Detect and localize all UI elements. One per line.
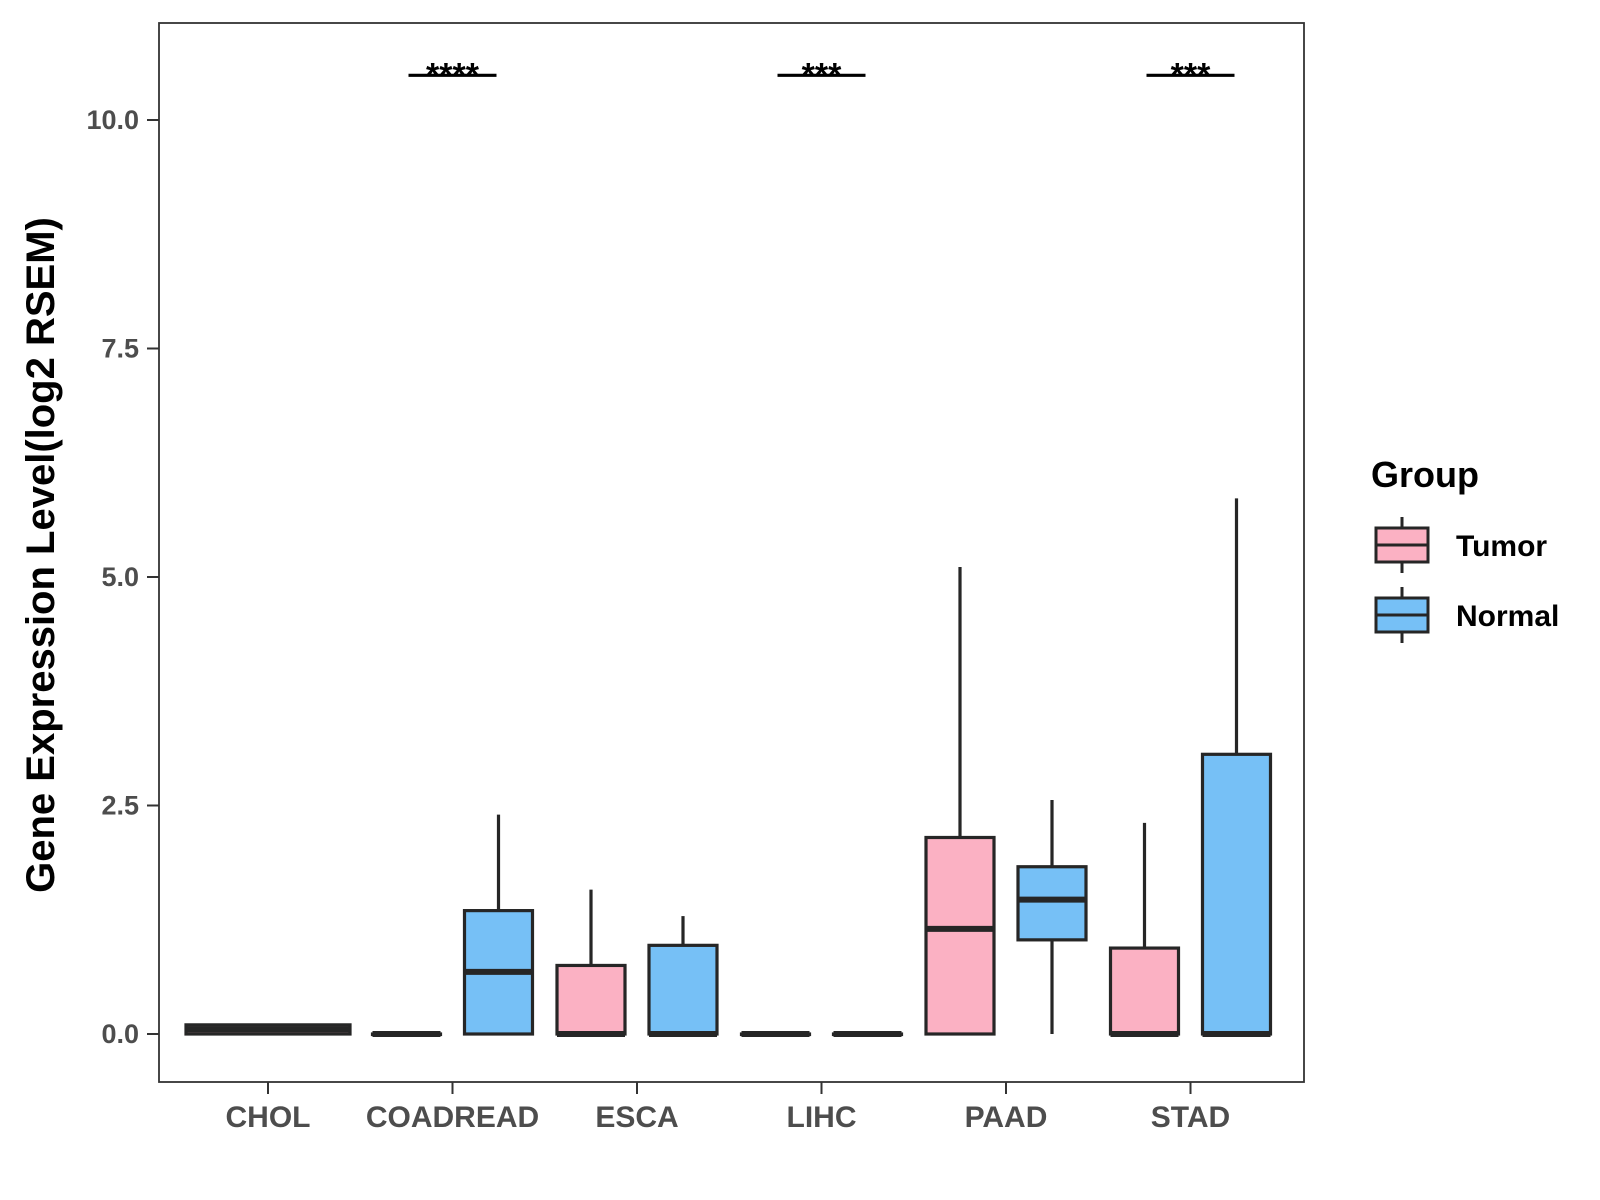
plot-panel-border: [158, 22, 1305, 1083]
box-paad-normal: [1016, 800, 1088, 1034]
box-chol-tumor: [184, 1023, 352, 1036]
box-stad-normal: [1200, 498, 1273, 1037]
box-esca-normal: [647, 916, 719, 1037]
box-body: [1200, 752, 1273, 1036]
y-tick-label: 10.0: [86, 105, 139, 135]
box-lihc-tumor: [739, 1031, 812, 1037]
box-body: [647, 943, 719, 1036]
significance-lihc: ***: [777, 56, 866, 94]
box-body: [1108, 946, 1181, 1036]
significance-label: ***: [802, 56, 842, 94]
significance-coadread: ****: [408, 56, 497, 94]
box-coadread-tumor: [370, 1031, 443, 1037]
y-tick-label: 5.0: [101, 562, 139, 592]
significance-layer: **** *** ***: [408, 56, 1235, 94]
x-tick-label: ESCA: [595, 1101, 678, 1134]
y-tick-label: 0.0: [101, 1019, 139, 1049]
legend-label: Tumor: [1456, 530, 1547, 563]
box-paad-tumor: [924, 566, 996, 1036]
legend-items: Tumor Normal: [1374, 517, 1559, 643]
x-axis: CHOL COADREAD ESCA LIHC PAAD STAD: [226, 1082, 1230, 1134]
y-axis: 0.0 2.5 5.0 7.5 10.0: [86, 105, 159, 1049]
box-body: [1016, 865, 1088, 942]
y-tick-label: 2.5: [101, 791, 139, 821]
boxes-layer: [184, 498, 1273, 1037]
box-body: [924, 835, 996, 1036]
box-body: [555, 963, 627, 1036]
x-tick-label: STAD: [1151, 1101, 1230, 1134]
box-lihc-normal: [831, 1031, 904, 1037]
legend: Group Tumor Normal: [1371, 454, 1559, 643]
x-tick-label: PAAD: [965, 1101, 1048, 1134]
significance-label: ***: [1171, 56, 1211, 94]
box-esca-tumor: [555, 889, 627, 1037]
significance-label: ****: [426, 56, 480, 94]
x-tick-label: LIHC: [787, 1101, 857, 1134]
x-tick-label: COADREAD: [366, 1101, 539, 1134]
legend-label: Normal: [1456, 600, 1559, 633]
y-tick-label: 7.5: [101, 334, 139, 364]
legend-item-tumor: Tumor: [1374, 517, 1547, 573]
significance-stad: ***: [1146, 56, 1235, 94]
box-stad-tumor: [1108, 822, 1181, 1037]
y-axis-title: Gene Expression Level(log2 RSEM): [19, 217, 63, 893]
x-tick-label: CHOL: [226, 1101, 311, 1134]
legend-item-normal: Normal: [1374, 587, 1559, 643]
legend-title: Group: [1371, 454, 1479, 495]
box-coadread-normal: [462, 814, 535, 1036]
